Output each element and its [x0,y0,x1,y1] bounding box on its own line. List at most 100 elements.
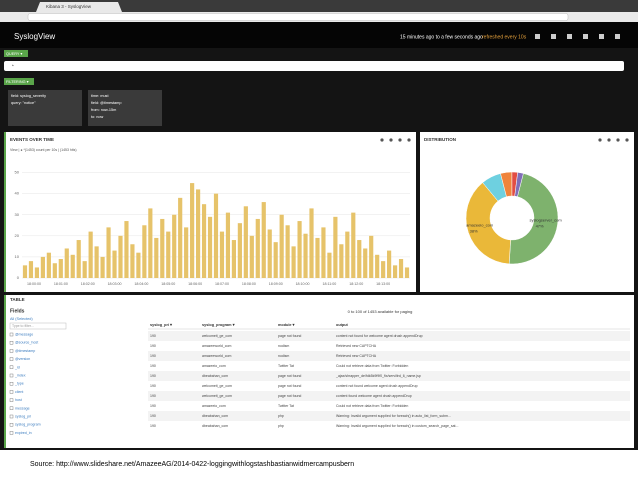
nav-icon[interactable] [535,34,540,39]
x-tick-label: 18:12:00 [349,282,363,286]
cell: php [278,414,284,418]
field-checkbox[interactable] [9,373,14,378]
panel-icon[interactable] [389,138,393,142]
query-button[interactable] [4,50,28,57]
bar [40,256,45,278]
cell: welcomeit_ge_com [202,334,232,338]
bar [94,246,99,278]
bar [196,189,201,278]
browser-tab[interactable] [36,2,122,12]
bar [237,223,242,278]
bar [58,259,63,278]
bar [142,225,147,278]
field-search[interactable] [9,322,67,330]
field-checkbox[interactable] [9,382,14,386]
field-checkbox[interactable] [9,390,14,394]
cell: Retrieved new CAPTCHA [336,354,377,358]
cell: nodism [278,344,289,348]
pie-slice [465,182,511,265]
bar [339,244,344,278]
bar [351,212,356,278]
field-name: @version [15,357,30,361]
bar [178,197,183,278]
nav-icon[interactable] [599,34,604,39]
field-checkbox[interactable] [9,398,14,402]
panel-icon[interactable] [407,138,411,142]
cell: 190 [150,414,156,418]
cell: dbeabahan_com [202,424,228,428]
field-name: message [15,406,30,410]
cell: dbeabahan_com [202,374,228,378]
cell: Warning: Invalid argument supplied for f… [336,424,458,428]
bar [261,202,266,278]
cell: dbeabahan_com [202,414,228,418]
row-stripe [148,331,630,341]
x-tick-label: 18:10:00 [296,282,310,286]
field-checkbox[interactable] [9,431,14,435]
bar [172,214,177,278]
field-checkbox[interactable] [9,357,14,361]
bar [387,250,392,278]
panel-title: TABLE [10,297,25,302]
nav-icon[interactable] [583,34,588,39]
bar [190,183,195,278]
field-name: _type [14,382,24,386]
bar [249,235,254,278]
fields-title: Fields [10,308,25,314]
paging: 0 to 100 of 1453 available for paging [348,309,413,314]
bar [52,263,57,278]
cell: 190 [150,334,156,338]
panel-icon[interactable] [598,138,602,142]
cell: Twitter Tat [278,404,294,408]
field-name: syslog_pri [15,414,31,418]
filter-line: field: @timestamp [91,101,121,105]
field-checkbox[interactable] [9,414,14,419]
query-input[interactable] [4,61,624,71]
y-tick-label: 0 [17,275,20,280]
panel-icon[interactable] [380,138,384,142]
cell: 190 [150,344,156,348]
panel-icon[interactable] [398,138,402,142]
field-checkbox[interactable] [9,406,14,410]
bar [303,233,308,278]
field-checkbox[interactable] [9,341,14,345]
panel-icon[interactable] [607,138,611,142]
bar [154,237,159,278]
bar [70,254,75,278]
filtering-button[interactable] [4,78,34,85]
query-button-label: QUERY ▾ [6,52,22,56]
field-checkbox[interactable] [9,423,14,427]
timespan: 15 minutes ago to a few seconds ago [400,34,483,40]
field-checkbox[interactable] [9,332,14,337]
cell: content found welcome agent drush append… [336,394,412,398]
nav-icon[interactable] [551,34,556,39]
bar [22,265,28,278]
cell: 190 [150,384,156,388]
bar [333,216,338,278]
field-checkbox[interactable] [9,349,14,353]
x-tick-label: 18:01:00 [54,282,68,286]
bar [381,261,386,278]
pie-slice [514,172,524,197]
panel-icon[interactable] [616,138,620,142]
tab-title: Kibana 3 - SyslogView [46,4,92,9]
cell: 190 [150,354,156,358]
bar [279,214,284,278]
cell: 190 [150,374,156,378]
url-input[interactable] [27,13,569,21]
field-name: syslog_program [15,423,41,427]
cell: Could not retrieve data from Twitter: Fo… [336,404,408,408]
field-name: _id [14,365,20,369]
x-tick-label: 18:04:00 [134,282,148,286]
cell: 190 [150,404,156,408]
bar [136,252,141,278]
bar [309,208,314,278]
nav-icon[interactable] [567,34,572,39]
bar [219,231,225,278]
nav-icon[interactable] [615,34,620,39]
bar [273,242,278,278]
panel-icon[interactable] [625,138,629,142]
cell: welcomeit_ge_com [202,384,232,388]
field-checkbox[interactable] [9,365,14,369]
bar [225,212,231,278]
